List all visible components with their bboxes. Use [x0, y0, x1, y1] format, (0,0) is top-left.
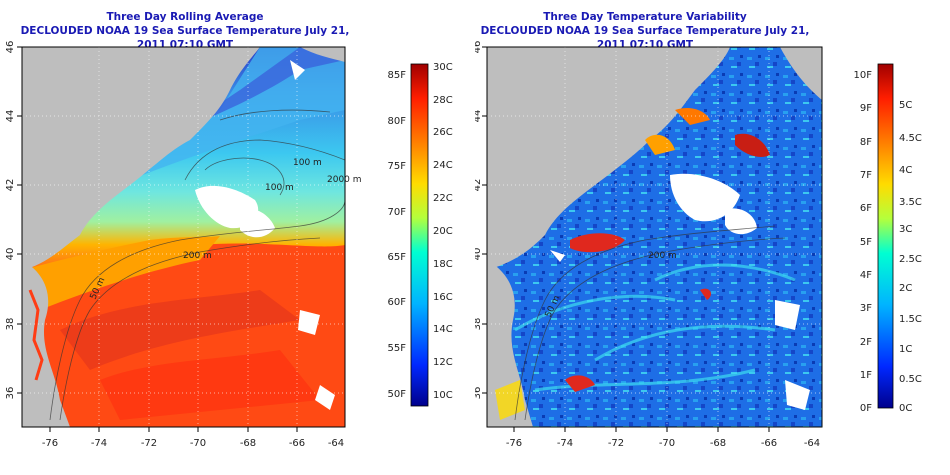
right-cb-c-label: 3.5C — [899, 197, 922, 208]
left-cb-c-label: 28C — [433, 95, 453, 106]
right-cb-f-label: 7F — [860, 170, 872, 181]
left-cb-f-label: 80F — [388, 116, 407, 127]
left-cb-c-label: 10C — [433, 390, 453, 401]
left-lon-tick: -76 — [42, 438, 58, 449]
right-lon-tick: -72 — [608, 438, 624, 449]
contour-label-200m: 200 m — [183, 251, 212, 261]
left-lon-tick: -72 — [141, 438, 157, 449]
right-cb-c-label: 1.5C — [899, 314, 922, 325]
left-lat-tick: 38 — [5, 318, 16, 331]
right-lat-tick: 42 — [475, 179, 483, 192]
left-lat-tick: 44 — [5, 110, 16, 123]
left-lat-tick: 36 — [5, 387, 16, 400]
left-lon-tick: -68 — [240, 438, 256, 449]
left-cb-c-label: 18C — [433, 259, 453, 270]
right-cb-f-label: 2F — [860, 337, 872, 348]
right-lat-tick: 46 — [475, 41, 483, 54]
left-cb-f-label: 65F — [388, 252, 407, 263]
right-cb-c-label: 2C — [899, 283, 912, 294]
left-cb-f-label: 50F — [388, 389, 407, 400]
contour-label-2000m: 2000 m — [327, 175, 362, 185]
contour-label-200m: 200 m — [648, 251, 677, 261]
left-colorbar — [410, 63, 429, 407]
right-variability-map: 50 m 200 m -76 -74 -72 -70 -68 -66 -64 3… — [475, 41, 922, 449]
right-lon-tick: -68 — [710, 438, 726, 449]
left-cb-c-label: 24C — [433, 160, 453, 171]
left-cb-c-label: 16C — [433, 292, 453, 303]
right-cb-f-label: 4F — [860, 270, 872, 281]
right-lon-tick: -76 — [506, 438, 522, 449]
left-cb-c-label: 30C — [433, 62, 453, 73]
left-cb-c-label: 22C — [433, 193, 453, 204]
left-lon-tick: -70 — [190, 438, 206, 449]
right-colorbar — [877, 63, 894, 409]
left-cb-f-label: 75F — [388, 161, 407, 172]
right-cb-f-label: 6F — [860, 203, 872, 214]
right-lat-tick: 38 — [475, 318, 483, 331]
right-cb-f-label: 1F — [860, 370, 872, 381]
right-lat-tick: 40 — [475, 248, 483, 261]
left-lon-tick: -64 — [328, 438, 344, 449]
left-cb-f-label: 85F — [388, 70, 407, 81]
right-cb-c-label: 4.5C — [899, 133, 922, 144]
right-cb-c-label: 4C — [899, 165, 912, 176]
right-cb-c-label: 0C — [899, 403, 912, 414]
left-lon-tick: -66 — [289, 438, 305, 449]
left-title-1: Three Day Rolling Average — [106, 11, 264, 23]
left-lon-tick: -74 — [91, 438, 107, 449]
right-cb-c-label: 2.5C — [899, 254, 922, 265]
right-title-1: Three Day Temperature Variability — [543, 11, 747, 23]
left-lat-tick: 42 — [5, 179, 16, 192]
left-cb-c-label: 20C — [433, 226, 453, 237]
right-lat-tick: 36 — [475, 387, 483, 400]
right-cb-c-label: 3C — [899, 224, 912, 235]
left-cb-f-label: 70F — [388, 207, 407, 218]
right-lat-tick: 44 — [475, 110, 483, 123]
left-cb-f-label: 60F — [388, 297, 407, 308]
left-cb-c-label: 14C — [433, 324, 453, 335]
right-lon-tick: -66 — [761, 438, 777, 449]
right-cb-c-label: 1C — [899, 344, 912, 355]
right-cb-f-label: 10F — [854, 70, 873, 81]
right-lon-tick: -70 — [659, 438, 675, 449]
left-lat-tick: 46 — [5, 41, 16, 54]
left-sst-map: 50 m 200 m 100 m 100 m 2000 m -76 -74 -7… — [5, 41, 453, 449]
right-cb-c-label: 5C — [899, 100, 912, 111]
right-lon-tick: -74 — [557, 438, 573, 449]
left-cb-c-label: 12C — [433, 357, 453, 368]
right-cb-f-label: 9F — [860, 103, 872, 114]
left-lat-tick: 40 — [5, 248, 16, 261]
right-lon-tick: -64 — [804, 438, 820, 449]
right-cb-f-label: 8F — [860, 137, 872, 148]
right-cb-c-label: 0.5C — [899, 374, 922, 385]
right-cb-f-label: 0F — [860, 403, 872, 414]
contour-label-100m-b: 100 m — [293, 158, 322, 168]
right-cb-f-label: 3F — [860, 303, 872, 314]
left-cb-f-label: 55F — [388, 343, 407, 354]
contour-label-100m-a: 100 m — [265, 183, 294, 193]
left-cb-c-label: 26C — [433, 127, 453, 138]
right-cb-f-label: 5F — [860, 237, 872, 248]
